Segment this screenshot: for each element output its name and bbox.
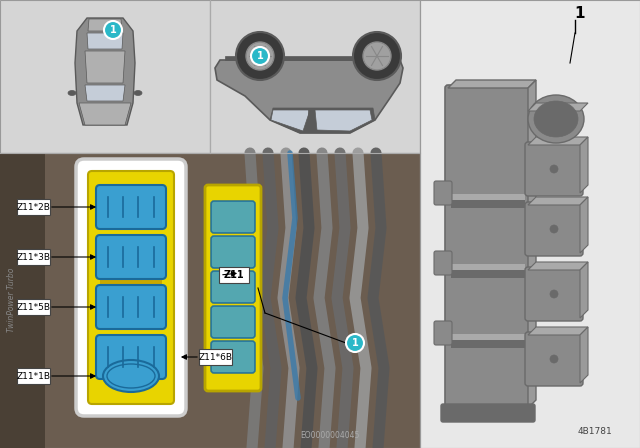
Polygon shape (85, 85, 125, 101)
Circle shape (104, 21, 122, 39)
FancyBboxPatch shape (96, 335, 166, 379)
Polygon shape (528, 137, 588, 145)
FancyBboxPatch shape (96, 185, 166, 229)
FancyBboxPatch shape (17, 249, 50, 265)
FancyBboxPatch shape (0, 153, 45, 448)
Text: EO0000004045: EO0000004045 (300, 431, 360, 440)
Polygon shape (270, 108, 375, 133)
Text: Z11: Z11 (224, 270, 244, 280)
Text: TwinPower Turbo: TwinPower Turbo (8, 268, 17, 332)
FancyBboxPatch shape (76, 159, 186, 416)
FancyBboxPatch shape (445, 85, 531, 411)
FancyBboxPatch shape (211, 306, 255, 338)
FancyBboxPatch shape (88, 171, 174, 404)
FancyBboxPatch shape (525, 142, 583, 196)
FancyBboxPatch shape (451, 340, 525, 348)
Text: Z11*1B: Z11*1B (17, 371, 51, 380)
FancyBboxPatch shape (210, 0, 420, 153)
Circle shape (236, 32, 284, 80)
Circle shape (353, 32, 401, 80)
Text: 1: 1 (351, 338, 358, 348)
FancyBboxPatch shape (211, 341, 255, 373)
Ellipse shape (103, 360, 159, 392)
FancyBboxPatch shape (0, 0, 210, 153)
Polygon shape (528, 262, 588, 270)
Text: Z11*2B: Z11*2B (17, 202, 51, 211)
Polygon shape (215, 60, 403, 133)
Polygon shape (580, 262, 588, 318)
FancyBboxPatch shape (434, 181, 452, 205)
FancyBboxPatch shape (100, 280, 162, 296)
Polygon shape (225, 56, 400, 60)
Circle shape (550, 165, 558, 173)
Polygon shape (271, 110, 310, 131)
FancyBboxPatch shape (434, 321, 452, 345)
FancyBboxPatch shape (96, 285, 166, 329)
FancyBboxPatch shape (525, 202, 583, 256)
FancyBboxPatch shape (451, 194, 525, 200)
FancyBboxPatch shape (211, 201, 255, 233)
Text: Z11*6B: Z11*6B (198, 353, 232, 362)
FancyBboxPatch shape (434, 251, 452, 275)
Text: 4B1781: 4B1781 (578, 427, 612, 436)
FancyBboxPatch shape (420, 0, 640, 448)
FancyBboxPatch shape (17, 199, 50, 215)
FancyBboxPatch shape (308, 108, 313, 131)
Text: 1: 1 (109, 25, 116, 35)
Polygon shape (528, 103, 588, 111)
Circle shape (346, 334, 364, 352)
Circle shape (550, 290, 558, 298)
FancyBboxPatch shape (211, 236, 255, 268)
Polygon shape (580, 197, 588, 253)
FancyBboxPatch shape (96, 235, 166, 279)
Ellipse shape (528, 95, 584, 143)
Polygon shape (315, 110, 372, 131)
FancyBboxPatch shape (451, 200, 525, 208)
Polygon shape (85, 51, 125, 83)
Polygon shape (448, 80, 536, 88)
Polygon shape (580, 327, 588, 383)
Circle shape (246, 42, 274, 70)
Circle shape (251, 47, 269, 65)
FancyBboxPatch shape (0, 153, 420, 448)
FancyBboxPatch shape (219, 267, 249, 283)
FancyBboxPatch shape (525, 267, 583, 321)
Text: 1: 1 (575, 5, 585, 21)
FancyBboxPatch shape (205, 185, 261, 391)
Text: Z11*3B: Z11*3B (17, 253, 51, 262)
FancyBboxPatch shape (451, 270, 525, 278)
Circle shape (363, 42, 391, 70)
Polygon shape (79, 103, 131, 125)
FancyBboxPatch shape (451, 264, 525, 270)
FancyBboxPatch shape (211, 271, 255, 303)
Polygon shape (528, 80, 536, 408)
Text: 1: 1 (257, 51, 264, 61)
Polygon shape (580, 137, 588, 193)
FancyBboxPatch shape (451, 334, 525, 340)
Ellipse shape (68, 90, 76, 95)
Polygon shape (528, 327, 588, 335)
FancyBboxPatch shape (441, 404, 535, 422)
Circle shape (550, 225, 558, 233)
Polygon shape (87, 33, 123, 49)
Ellipse shape (534, 101, 578, 137)
Circle shape (550, 355, 558, 363)
FancyBboxPatch shape (17, 368, 50, 384)
Text: Z11*5B: Z11*5B (17, 302, 51, 311)
FancyBboxPatch shape (199, 349, 232, 365)
FancyBboxPatch shape (17, 299, 50, 315)
FancyBboxPatch shape (525, 332, 583, 386)
Polygon shape (88, 19, 122, 31)
Ellipse shape (134, 90, 142, 95)
Polygon shape (528, 197, 588, 205)
Polygon shape (75, 18, 135, 125)
